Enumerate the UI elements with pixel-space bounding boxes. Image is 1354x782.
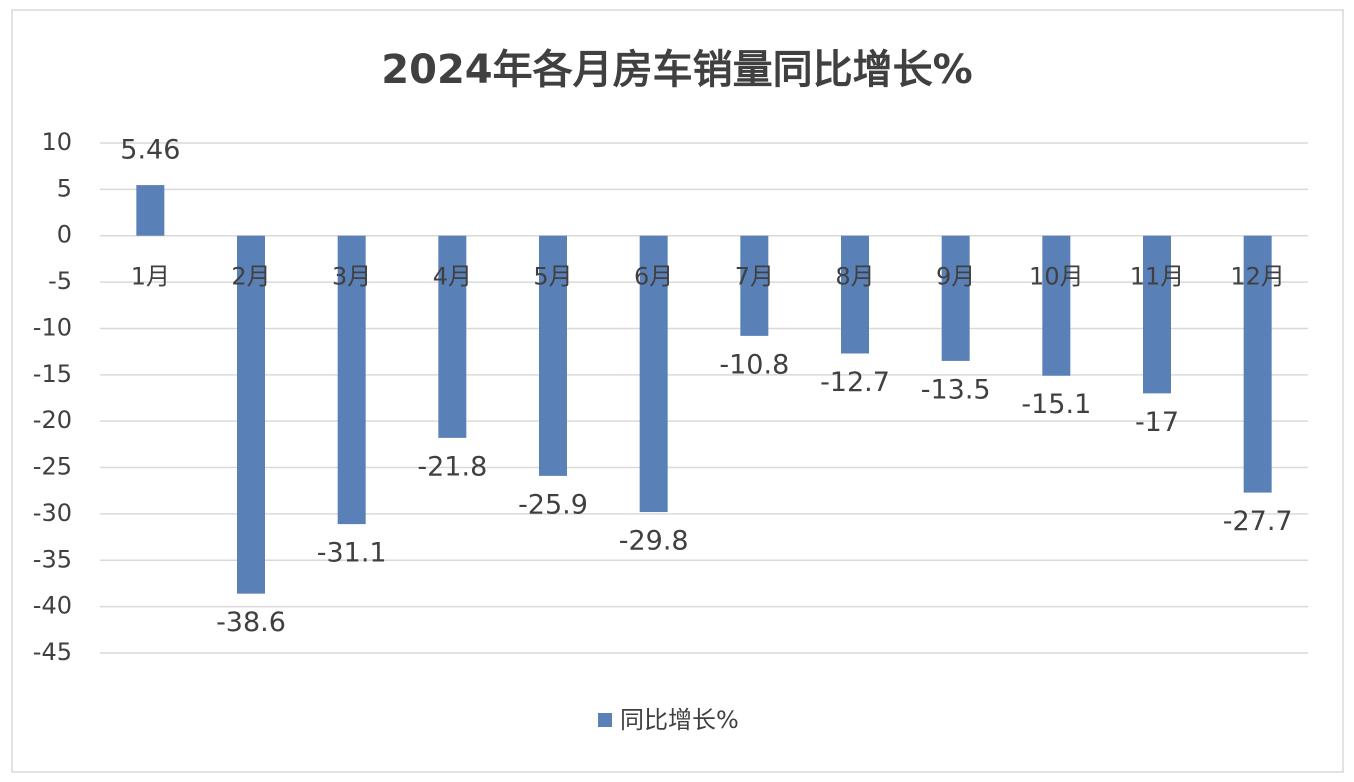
x-tick-label: 5月: [533, 263, 572, 291]
data-label: -13.5: [921, 374, 991, 405]
data-label: -31.1: [317, 538, 387, 569]
legend-label: 同比增长%: [620, 706, 739, 734]
bar: [438, 235, 467, 438]
chart-title: 2024年各月房车销量同比增长%: [381, 47, 972, 93]
y-tick-label: -5: [48, 267, 72, 295]
x-tick-label: 1月: [131, 263, 170, 291]
bar: [337, 235, 366, 525]
y-tick-label: -15: [33, 360, 72, 388]
data-label: -10.8: [719, 349, 789, 380]
bar: [1243, 235, 1272, 493]
data-label: -29.8: [619, 526, 689, 557]
y-tick-label: -45: [33, 638, 72, 666]
y-tick-label: 5: [57, 174, 72, 202]
y-tick-label: -20: [33, 406, 72, 434]
data-label: -27.7: [1223, 506, 1293, 537]
data-label: -25.9: [518, 489, 588, 520]
data-label: 5.46: [120, 135, 180, 166]
bar: [1042, 235, 1071, 376]
x-tick-label: 9月: [936, 263, 975, 291]
data-label: -17: [1135, 407, 1179, 438]
x-tick-label: 6月: [634, 263, 673, 291]
bar: [841, 235, 869, 354]
y-tick-label: -30: [33, 499, 72, 527]
x-tick-label: 3月: [332, 263, 371, 291]
x-tick-label: 12月: [1230, 263, 1285, 291]
bar: [639, 235, 668, 513]
x-tick-label: 2月: [231, 263, 270, 291]
data-label: -38.6: [216, 607, 286, 638]
chart-frame: [11, 9, 1344, 773]
y-tick-label: -40: [33, 592, 72, 620]
legend-swatch: [598, 713, 612, 727]
x-tick-label: 4月: [433, 263, 472, 291]
x-tick-label: 8月: [835, 263, 874, 291]
y-tick-label: -25: [33, 453, 72, 481]
data-label: -12.7: [820, 367, 890, 398]
bar: [237, 235, 265, 594]
y-tick-label: 0: [57, 221, 72, 249]
y-tick-label: 10: [41, 128, 72, 156]
y-tick-label: -35: [33, 545, 72, 573]
x-tick-label: 11月: [1130, 263, 1185, 291]
y-tick-label: -10: [33, 313, 72, 341]
bar: [1143, 235, 1171, 394]
data-label: -21.8: [417, 451, 487, 482]
bar: [136, 185, 165, 236]
bar: [941, 235, 970, 361]
bar: [539, 235, 567, 476]
x-tick-label: 10月: [1029, 263, 1084, 291]
bar: [740, 235, 769, 336]
data-label: -15.1: [1021, 389, 1091, 420]
x-tick-label: 7月: [735, 263, 774, 291]
